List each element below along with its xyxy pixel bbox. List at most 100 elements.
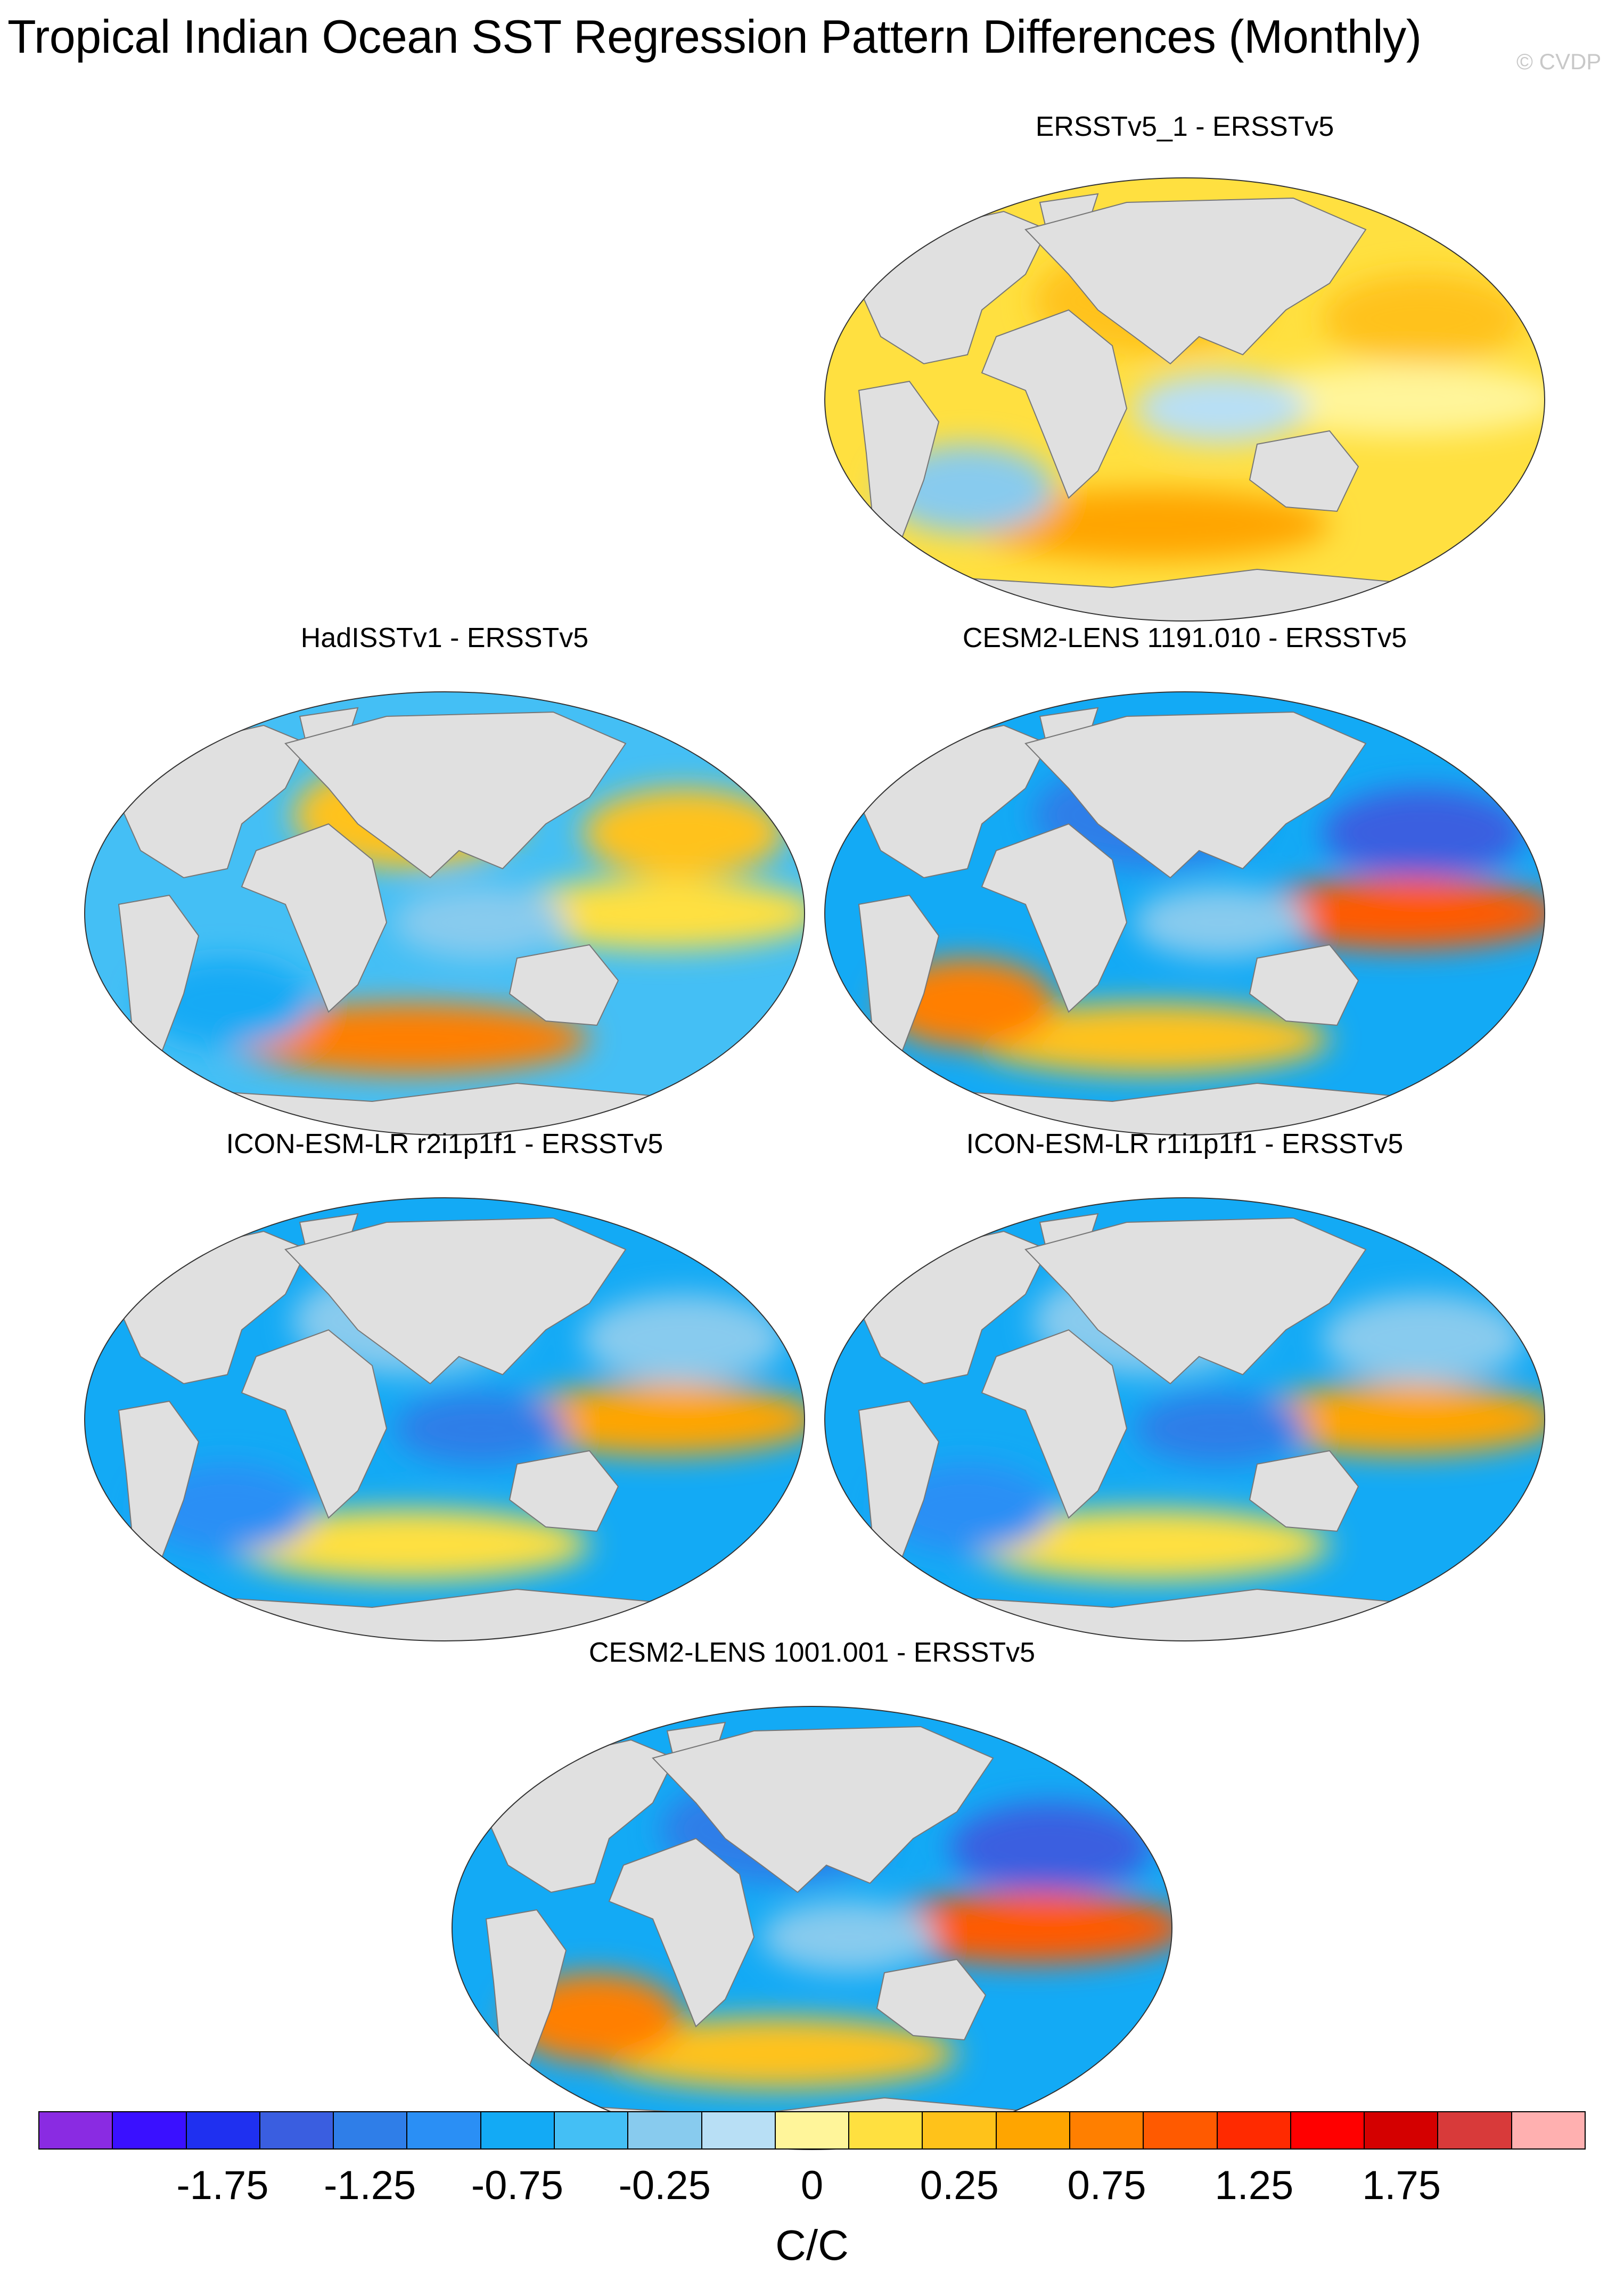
map-border: [824, 691, 1545, 1135]
map-border: [84, 1197, 805, 1641]
land: [652, 1726, 994, 1893]
land: [284, 1217, 627, 1385]
anomaly-region: [1134, 1392, 1308, 1464]
colorbar-cell: [1070, 2112, 1144, 2148]
colorbar-tick-label: -0.75: [471, 2163, 564, 2208]
anomaly-region: [595, 2017, 957, 2089]
land: [981, 309, 1128, 499]
anomaly-region: [393, 1392, 568, 1464]
land: [981, 1329, 1128, 1519]
land: [1024, 1217, 1367, 1385]
map-border: [824, 1197, 1545, 1641]
anomaly-region: [870, 1892, 1172, 1964]
colorbar-tick-label: -0.25: [618, 2163, 711, 2208]
panel-title: CESM2-LENS 1191.010 - ERSSTv5: [962, 623, 1407, 653]
anomaly-region: [582, 1294, 785, 1384]
anomaly-region: [227, 1509, 589, 1581]
sst-map: [824, 691, 1545, 1135]
land: [876, 1958, 987, 2041]
colorbar-tick-label: 1.75: [1362, 2163, 1441, 2208]
anomaly-region: [502, 1383, 805, 1456]
colorbar-tick-label: 0.75: [1067, 2163, 1146, 2208]
colorbar-cell: [996, 2112, 1070, 2148]
land: [241, 823, 388, 1013]
sst-map: [84, 691, 805, 1135]
colorbar-cell: [39, 2112, 113, 2148]
map-border: [84, 691, 805, 1135]
land: [118, 894, 200, 1072]
sst-map: [824, 1197, 1545, 1641]
colorbar-cell: [334, 2112, 408, 2148]
anomaly-region: [227, 1003, 589, 1075]
anomaly-region: [967, 1003, 1330, 1075]
colorbar-cell: [1512, 2112, 1585, 2148]
land: [284, 711, 627, 879]
land: [485, 1909, 567, 2086]
colorbar-cell: [113, 2112, 187, 2148]
colorbar-tick-label: 0: [800, 2163, 824, 2208]
sst-map: [824, 177, 1545, 622]
land: [1249, 944, 1359, 1026]
anomaly-region: [1134, 886, 1308, 958]
colorbar-cell: [407, 2112, 481, 2148]
colorbar-tick-label: -1.75: [176, 2163, 269, 2208]
land: [508, 944, 619, 1026]
colorbar-cell: [628, 2112, 702, 2148]
anomaly-region: [1322, 788, 1525, 878]
land: [1024, 711, 1367, 879]
colorbar-tick-label: 1.25: [1215, 2163, 1294, 2208]
land: [508, 1450, 619, 1532]
anomaly-region: [761, 1901, 936, 1973]
colorbar-cell: [849, 2112, 923, 2148]
anomaly-region: [393, 886, 568, 958]
colorbar-cell: [1438, 2112, 1512, 2148]
colorbar-cell: [702, 2112, 776, 2148]
colorbar-cell: [186, 2112, 260, 2148]
panel-title: ICON-ESM-LR r2i1p1f1 - ERSSTv5: [226, 1129, 663, 1159]
panel-title: ERSSTv5_1 - ERSSTv5: [1035, 111, 1334, 142]
colorbar-cell: [1144, 2112, 1218, 2148]
map-border: [452, 1706, 1172, 2150]
land: [858, 894, 940, 1072]
land: [858, 1400, 940, 1578]
colorbar-cell: [1291, 2112, 1365, 2148]
sst-map: [84, 1197, 805, 1641]
land: [858, 380, 940, 558]
anomaly-region: [1322, 274, 1525, 364]
anomaly-region: [1242, 1383, 1545, 1456]
anomaly-region: [967, 1509, 1330, 1581]
land: [1249, 1450, 1359, 1532]
colorbar-cell: [554, 2112, 629, 2148]
land: [241, 1329, 388, 1519]
land: [981, 823, 1128, 1013]
colorbar-tick-label: 0.25: [920, 2163, 999, 2208]
colorbar-cell: [1365, 2112, 1439, 2148]
anomaly-region: [582, 788, 785, 878]
colorbar-cell: [1217, 2112, 1291, 2148]
colorbar-units: C/C: [775, 2221, 849, 2269]
sst-map: [452, 1706, 1172, 2150]
anomaly-region: [1242, 877, 1545, 950]
colorbar-tick-label: -1.25: [324, 2163, 416, 2208]
panel-title: HadISSTv1 - ERSSTv5: [300, 623, 589, 653]
anomaly-region: [1322, 1294, 1525, 1384]
map-border: [824, 177, 1545, 622]
land: [1024, 197, 1367, 365]
panel-title: ICON-ESM-LR r1i1p1f1 - ERSSTv5: [966, 1129, 1404, 1159]
anomaly-region: [949, 1802, 1153, 1892]
watermark: © CVDP: [1516, 49, 1602, 74]
colorbar: [38, 2111, 1586, 2150]
colorbar-cell: [923, 2112, 997, 2148]
land: [1249, 430, 1359, 512]
colorbar-cell: [481, 2112, 555, 2148]
land: [608, 1837, 755, 2028]
colorbar-cell: [775, 2112, 850, 2148]
land: [118, 1400, 200, 1578]
anomaly-region: [502, 877, 805, 950]
anomaly-region: [1134, 372, 1308, 444]
anomaly-region: [967, 489, 1330, 561]
colorbar-cell: [260, 2112, 334, 2148]
panel-title: CESM2-LENS 1001.001 - ERSSTv5: [588, 1637, 1036, 1668]
anomaly-region: [1242, 363, 1545, 436]
figure-title: Tropical Indian Ocean SST Regression Pat…: [7, 10, 1422, 63]
